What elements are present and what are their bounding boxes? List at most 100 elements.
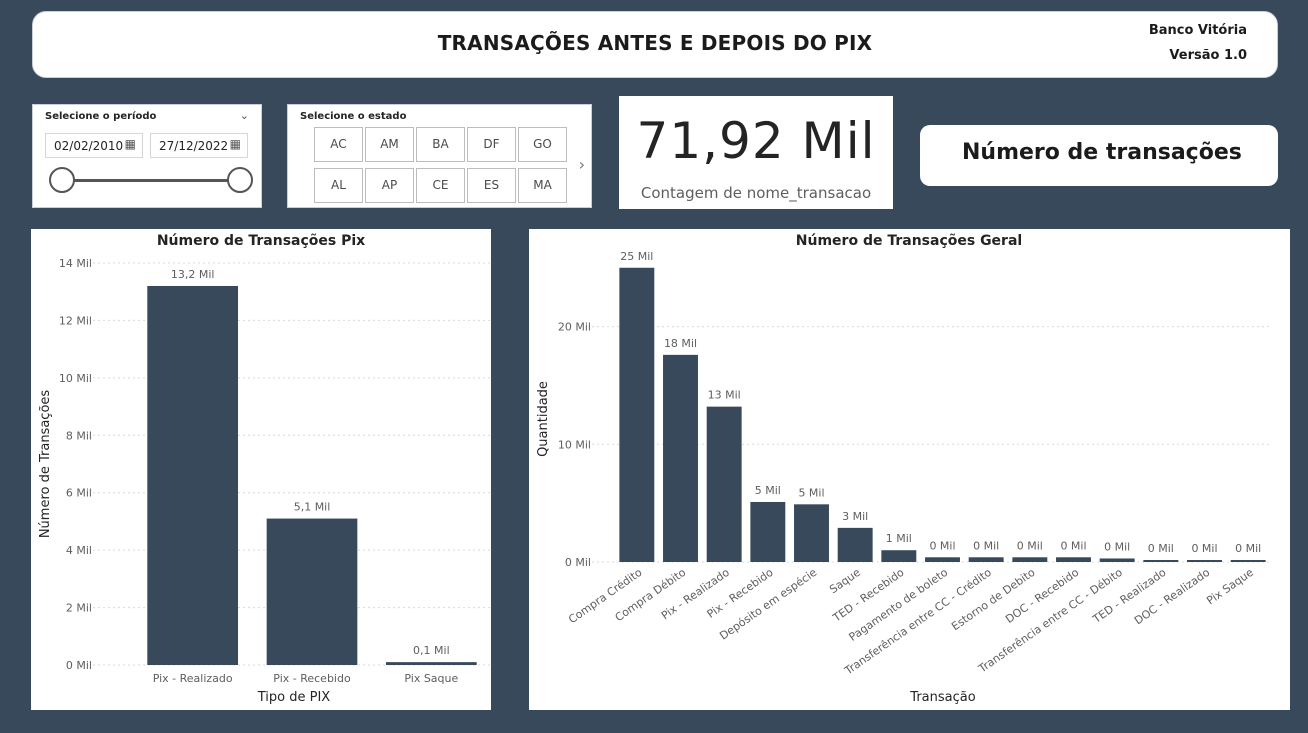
x-axis-title: Tipo de PIX xyxy=(257,690,331,705)
bar xyxy=(266,518,358,665)
start-date-value: 02/02/2010 xyxy=(54,139,124,153)
y-tick-label: 10 Mil xyxy=(558,438,591,451)
state-button-es[interactable]: ES xyxy=(467,168,516,203)
x-tick-label: Pix - Recebido xyxy=(273,672,351,685)
data-label: 0 Mil xyxy=(1235,542,1261,555)
chart-general-transactions: Número de Transações Geral 0 Mil 10 Mil 20 … xyxy=(529,229,1290,710)
data-label: 0 Mil xyxy=(1017,539,1043,552)
state-button-al[interactable]: AL xyxy=(314,168,363,203)
bar xyxy=(1056,557,1091,562)
y-tick-label: 10 Mil xyxy=(59,372,92,385)
data-label: 0 Mil xyxy=(1104,540,1130,553)
date-range-slider[interactable] xyxy=(63,179,239,182)
data-label: 1 Mil xyxy=(886,532,912,545)
state-slicer: Selecione o estado AC AM BA DF GO AL AP … xyxy=(287,104,592,208)
bar xyxy=(794,504,829,562)
y-tick-label: 0 Mil xyxy=(66,659,92,672)
bar xyxy=(750,501,786,562)
data-label: 0 Mil xyxy=(929,539,955,552)
bar xyxy=(385,662,477,665)
bar xyxy=(1143,560,1179,562)
label-card: Número de transações xyxy=(920,125,1278,186)
x-tick-label: DOC - Realizado xyxy=(1132,566,1212,628)
chart-title: Número de Transações Pix xyxy=(157,233,365,249)
y-tick-label: 14 Mil xyxy=(59,257,92,270)
data-label: 0 Mil xyxy=(1060,539,1086,552)
data-label: 18 Mil xyxy=(664,337,697,350)
kpi-card: 71,92 Mil Contagem de nome_transacao xyxy=(619,96,893,209)
bar xyxy=(881,550,917,562)
y-tick-label: 8 Mil xyxy=(66,429,92,442)
chart-pix-svg: Número de Transações Pix 0 Mil 2 Mil 4 Mil 6… xyxy=(38,233,491,705)
x-tick-label: TED - Realizado xyxy=(1090,566,1169,627)
chart-title: Número de Transações Geral xyxy=(796,233,1022,249)
data-label: 0 Mil xyxy=(1191,542,1217,555)
bar xyxy=(968,557,1004,562)
state-button-ap[interactable]: AP xyxy=(365,168,414,203)
data-label: 0,1 Mil xyxy=(413,644,450,657)
chart-general-svg: Número de Transações Geral 0 Mil 10 Mil 20 … xyxy=(536,233,1270,705)
data-label: 0 Mil xyxy=(1148,542,1174,555)
bar xyxy=(663,354,698,562)
end-date-value: 27/12/2022 xyxy=(159,139,229,153)
bar xyxy=(1099,558,1135,562)
slider-end-handle[interactable] xyxy=(227,167,253,193)
chevron-down-icon[interactable]: ⌄ xyxy=(239,109,249,122)
data-label: 5 Mil xyxy=(755,484,781,497)
data-label: 13 Mil xyxy=(708,389,741,402)
y-tick-label: 6 Mil xyxy=(66,487,92,500)
bar xyxy=(1187,560,1222,562)
data-label: 25 Mil xyxy=(620,250,653,263)
report-title: TRANSAÇÕES ANTES E DEPOIS DO PIX xyxy=(437,31,873,55)
version-label: Versão 1.0 xyxy=(1169,48,1247,63)
y-tick-label: 0 Mil xyxy=(565,556,591,569)
bar xyxy=(619,267,655,562)
data-label: 0 Mil xyxy=(973,539,999,552)
y-tick-label: 20 Mil xyxy=(558,321,591,334)
state-button-go[interactable]: GO xyxy=(518,127,567,162)
chart-pix-transactions: Número de Transações Pix 0 Mil 2 Mil 4 Mil 6… xyxy=(31,229,491,710)
bar xyxy=(1230,560,1266,562)
y-axis-title: Quantidade xyxy=(536,381,551,457)
label-card-text: Número de transações xyxy=(962,140,1242,165)
state-button-ma[interactable]: MA xyxy=(518,168,567,203)
x-tick-label: Pix Saque xyxy=(1204,566,1256,608)
x-tick-label: DOC - Recebido xyxy=(1003,566,1081,626)
y-tick-label: 2 Mil xyxy=(66,602,92,615)
state-button-ce[interactable]: CE xyxy=(416,168,465,203)
x-tick-label: Pix - Realizado xyxy=(153,672,233,685)
state-button-ac[interactable]: AC xyxy=(314,127,363,162)
x-axis-title: Transação xyxy=(909,690,975,705)
data-label: 5,1 Mil xyxy=(294,501,331,514)
data-label: 13,2 Mil xyxy=(171,268,215,281)
x-tick-label: Pix Saque xyxy=(404,672,458,685)
x-tick-label: Saque xyxy=(827,566,863,597)
state-button-am[interactable]: AM xyxy=(365,127,414,162)
start-date-input[interactable]: 02/02/2010 ▦ xyxy=(45,133,143,158)
kpi-caption: Contagem de nome_transacao xyxy=(640,184,872,202)
y-axis-title: Número de Transações xyxy=(38,390,53,539)
kpi-value: 71,92 Mil xyxy=(636,112,876,170)
calendar-icon[interactable]: ▦ xyxy=(229,137,241,151)
bar xyxy=(837,527,873,562)
x-tick-label: Compra Crédito xyxy=(566,566,645,627)
state-button-ba[interactable]: BA xyxy=(416,127,465,162)
y-tick-label: 4 Mil xyxy=(66,544,92,557)
data-label: 5 Mil xyxy=(798,486,824,499)
slider-start-handle[interactable] xyxy=(49,167,75,193)
period-slicer: Selecione o período ⌄ 02/02/2010 ▦ 27/12… xyxy=(32,104,262,208)
state-slicer-title: Selecione o estado xyxy=(300,111,407,122)
end-date-input[interactable]: 27/12/2022 ▦ xyxy=(150,133,248,158)
bar xyxy=(147,285,239,665)
calendar-icon[interactable]: ▦ xyxy=(124,137,136,151)
bar xyxy=(1012,557,1048,562)
chevron-right-icon[interactable]: › xyxy=(578,155,585,174)
bar xyxy=(925,557,960,562)
period-slicer-title: Selecione o período xyxy=(45,111,157,122)
bar xyxy=(706,406,742,562)
state-button-df[interactable]: DF xyxy=(467,127,516,162)
data-label: 3 Mil xyxy=(842,510,868,523)
bank-name: Banco Vitória xyxy=(1148,23,1247,38)
report-header: TRANSAÇÕES ANTES E DEPOIS DO PIX Banco V… xyxy=(32,11,1278,78)
y-tick-label: 12 Mil xyxy=(59,314,92,327)
